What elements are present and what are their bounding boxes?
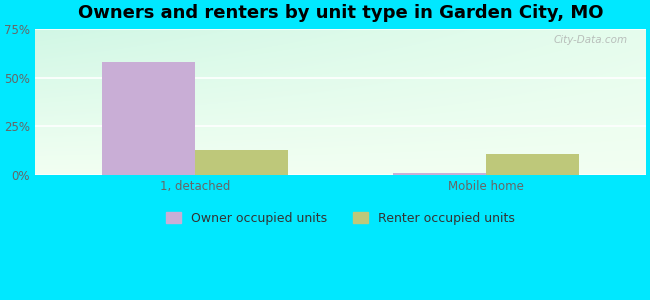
Bar [102,62,195,175]
Title: Owners and renters by unit type in Garden City, MO: Owners and renters by unit type in Garde… [78,4,603,22]
Text: City-Data.com: City-Data.com [553,35,627,45]
Legend: Owner occupied units, Renter occupied units: Owner occupied units, Renter occupied un… [161,207,519,230]
Bar [195,150,288,175]
Bar [393,173,486,175]
Bar [486,154,579,175]
